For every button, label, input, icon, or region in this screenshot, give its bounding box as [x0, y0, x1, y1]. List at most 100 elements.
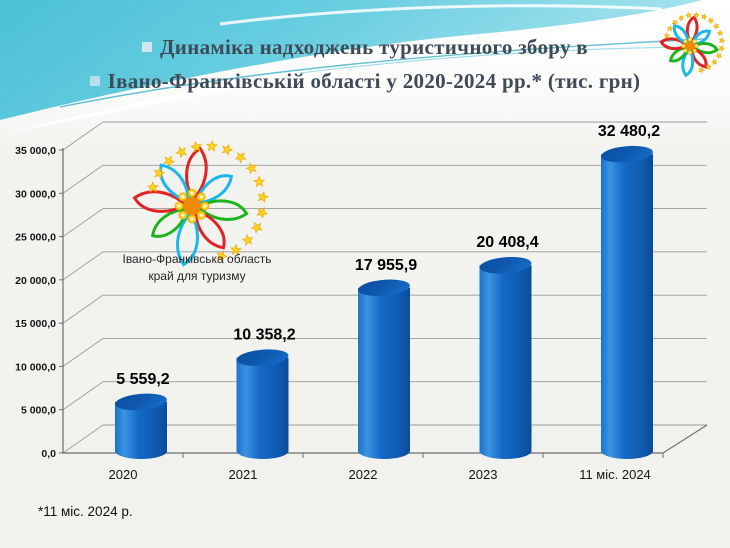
logo-petal-icon [176, 210, 199, 267]
bar-body [236, 357, 289, 451]
logo-star-icon [256, 207, 269, 219]
white-wave-crest [0, 14, 712, 134]
logo-star-icon [257, 191, 270, 203]
logo-star-icon [705, 63, 712, 71]
logo-dot-icon [693, 40, 696, 43]
bar-top [601, 145, 653, 163]
gridline-diagonal [62, 208, 104, 237]
logo-star-icon [707, 17, 715, 25]
white-squiggle-line [219, 4, 663, 26]
x-axis-label: 2021 [229, 467, 258, 482]
title-bullet-icon [142, 42, 153, 52]
logo-star-icon [234, 152, 247, 164]
title-bullet-icon [89, 76, 100, 86]
title-text-line-1: Динаміка надходжень туристичного збору в [160, 34, 588, 59]
logo-dot-icon [689, 51, 691, 54]
logo-petal-icon [672, 23, 690, 46]
gridline-diagonal [62, 424, 104, 454]
y-axis-label: 25 000,0 [15, 232, 56, 244]
title-text-line-2: Івано-Франківській області у 2020-2024 р… [107, 68, 641, 93]
bar-value-label: 32 480,2 [598, 123, 660, 140]
logo-star-icon [175, 146, 188, 159]
y-axis-label: 15 000,0 [15, 318, 56, 330]
logo-star-icon [701, 13, 708, 21]
bar-2021: 10 358,2 [233, 327, 296, 459]
logo-dot-icon [181, 195, 185, 199]
logo-star-icon [241, 234, 254, 246]
logo-star-icon [663, 32, 671, 39]
bar-body [479, 265, 532, 451]
x-axis-label: 2020 [109, 467, 138, 482]
logo-dot-icon [684, 49, 687, 52]
bar-2022: 17 955,9 [355, 257, 417, 459]
logo-dot-icon [684, 40, 687, 43]
logo-star-icon [250, 221, 263, 234]
title-line-2: Івано-Франківській області у 2020-2024 р… [0, 64, 730, 98]
y-axis-label: 5 000,0 [21, 405, 56, 417]
y-axis-label: 0,0 [41, 448, 56, 460]
logo-dot-icon [181, 213, 185, 217]
floor-right-edge [662, 424, 708, 454]
logo-star-icon [163, 155, 175, 168]
logo-petal-icon [150, 207, 190, 238]
header-wave-decoration [0, 0, 712, 134]
logo-dot-icon [203, 204, 207, 208]
logo-star-icon [146, 181, 159, 193]
y-axis-label: 30 000,0 [15, 188, 56, 200]
logo-petal-icon [194, 209, 226, 250]
bar-2023: 20 408,4 [476, 234, 539, 459]
x-axis-label: 2022 [349, 467, 378, 482]
logo-star-icon [716, 29, 724, 36]
logo-star-icon [693, 11, 700, 19]
bar-top [479, 256, 532, 274]
teal-wave-band [0, 0, 702, 120]
slide-title: Динаміка надходжень туристичного збору в… [0, 30, 730, 98]
region-logo-flower [132, 139, 270, 267]
teal-thin-line [59, 38, 705, 108]
logo-star-icon [671, 19, 679, 27]
y-axis-label: 10 000,0 [15, 361, 56, 373]
gridline-diagonal [62, 164, 104, 194]
logo-dot-icon [190, 217, 194, 221]
y-axis-label: 35 000,0 [15, 145, 56, 157]
bar-body [601, 154, 653, 451]
logo-star-icon [677, 14, 685, 22]
logo-center-icon [685, 41, 695, 51]
bar-top [358, 279, 410, 297]
logo-dot-icon [689, 38, 691, 41]
x-axis-label: 11 міс. 2024 [579, 467, 651, 482]
footnote: *11 міс. 2024 р. [38, 504, 133, 519]
gridline-diagonal [62, 294, 104, 324]
y-axis-label: 20 000,0 [15, 275, 56, 287]
logo-star-icon [712, 22, 720, 30]
logo-star-icon [718, 37, 726, 44]
logo-dot-icon [199, 195, 203, 199]
logo-star-icon [666, 25, 674, 32]
bar-11 міс. 2024: 32 480,2 [598, 123, 660, 459]
gridline-diagonal [62, 338, 104, 367]
logo-petal-icon [159, 163, 191, 203]
region-logo-caption-line-1: Івано-Франківська область [122, 252, 272, 266]
logo-dot-icon [682, 45, 685, 47]
logo-star-icon [153, 167, 166, 179]
logo-center-icon [183, 197, 201, 215]
logo-star-icon [190, 140, 202, 153]
title-line-1: Динаміка надходжень туристичного збору в [0, 30, 730, 64]
logo-dot-icon [199, 213, 203, 217]
logo-petal-icon [185, 146, 208, 202]
logo-star-icon [221, 143, 234, 156]
light-teal-thin-line [299, 46, 681, 74]
logo-dot-icon [695, 45, 698, 47]
bar-value-label: 20 408,4 [476, 234, 538, 251]
region-logo-caption: Івано-Франківська область край для туриз… [108, 251, 286, 285]
x-axis-label: 2023 [469, 467, 498, 482]
logo-star-icon [216, 250, 228, 263]
gridline-diagonal [62, 251, 104, 281]
gridline-diagonal [62, 381, 104, 411]
logo-star-icon [710, 58, 718, 66]
region-logo-caption-line-2: край для туризму [148, 269, 246, 283]
logo-star-icon [685, 12, 692, 19]
bar-value-label: 5 559,2 [116, 371, 169, 388]
